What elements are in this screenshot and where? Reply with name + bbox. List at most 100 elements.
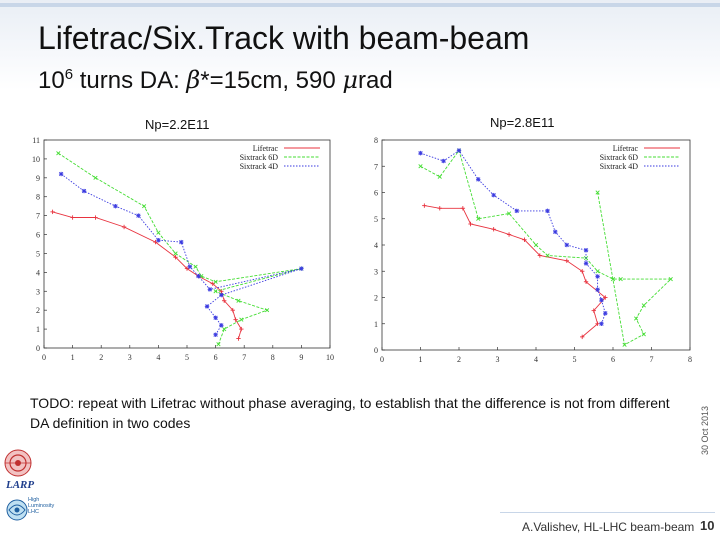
data-point <box>564 242 569 248</box>
y-tick-label: 0 <box>36 344 40 353</box>
subtitle-beta: β <box>186 66 201 94</box>
data-point <box>583 248 589 253</box>
data-point <box>595 274 600 279</box>
page-number: 10 <box>700 518 715 533</box>
data-point <box>216 342 221 347</box>
legend-label: Lifetrac <box>253 144 279 153</box>
y-tick-label: 7 <box>374 162 378 171</box>
data-point <box>204 304 210 309</box>
data-point <box>213 279 218 284</box>
x-tick-label: 7 <box>650 355 654 364</box>
data-point <box>187 264 193 269</box>
footer-author: A.Valishev, HL-LHC beam-beam <box>522 520 695 534</box>
data-point <box>595 287 600 292</box>
x-tick-label: 1 <box>419 355 423 364</box>
data-point <box>113 203 118 209</box>
legend-label: Sixtrack 4D <box>600 162 639 171</box>
chart-2-title: Np=2.8E11 <box>490 115 555 130</box>
data-point <box>599 321 604 326</box>
data-point <box>476 216 481 221</box>
data-point <box>196 273 201 279</box>
data-point <box>236 336 241 341</box>
data-point <box>595 269 600 274</box>
data-point <box>583 279 589 284</box>
data-point <box>595 321 600 326</box>
data-point <box>418 164 423 169</box>
data-point <box>136 213 141 218</box>
x-tick-label: 0 <box>380 355 384 364</box>
larp-logo-text: LARP <box>6 479 35 491</box>
data-point <box>213 289 218 294</box>
x-tick-label: 3 <box>496 355 500 364</box>
x-tick-label: 5 <box>185 353 189 362</box>
data-point <box>533 242 539 248</box>
y-tick-label: 8 <box>374 136 378 145</box>
y-tick-label: 9 <box>36 174 40 183</box>
y-tick-label: 4 <box>36 268 40 277</box>
data-point <box>219 292 224 298</box>
series-line-sixtrack-6d <box>58 152 302 345</box>
data-point <box>595 190 600 195</box>
chart-1-title: Np=2.2E11 <box>145 117 210 132</box>
data-point <box>299 266 304 271</box>
data-point <box>641 303 646 308</box>
data-point <box>618 277 623 282</box>
x-tick-label: 4 <box>534 355 538 364</box>
data-point <box>236 298 241 303</box>
data-point <box>437 174 442 179</box>
subtitle-exponent: 6 <box>64 66 74 83</box>
data-point <box>622 342 627 347</box>
data-point <box>599 297 604 303</box>
data-point <box>418 150 423 156</box>
data-point <box>156 230 161 235</box>
data-point <box>668 277 673 282</box>
data-point <box>591 308 596 313</box>
y-tick-label: 2 <box>36 306 40 315</box>
legend-label: Sixtrack 4D <box>240 162 279 171</box>
y-tick-label: 10 <box>32 155 40 164</box>
data-point <box>173 255 178 260</box>
data-point <box>580 269 585 274</box>
data-point <box>514 208 519 214</box>
data-point <box>219 289 224 294</box>
data-point <box>156 238 161 243</box>
slide-date: 30 Oct 2013 <box>700 405 710 455</box>
subtitle-tail: *=15cm, 590 <box>200 67 343 94</box>
data-point <box>641 332 646 337</box>
data-point <box>264 308 270 313</box>
data-point <box>476 177 481 182</box>
x-tick-label: 8 <box>271 353 275 362</box>
x-tick-label: 9 <box>299 353 303 362</box>
chart-1-frame <box>43 139 331 349</box>
series-line-sixtrack-6d <box>420 149 672 346</box>
data-point <box>522 237 527 242</box>
data-point <box>173 251 178 256</box>
data-point <box>50 209 55 215</box>
x-tick-label: 6 <box>214 353 218 362</box>
hl-lhc-logo-text: High Luminosity LHC <box>28 497 55 515</box>
y-tick-label: 11 <box>32 136 40 145</box>
data-point <box>213 332 218 337</box>
data-point <box>233 317 238 322</box>
x-tick-label: 5 <box>573 355 577 364</box>
x-tick-label: 3 <box>128 353 132 362</box>
data-point <box>545 253 550 258</box>
series-line-sixtrack-4d <box>60 173 302 336</box>
data-point <box>456 148 462 153</box>
data-point <box>213 315 218 320</box>
data-point <box>491 227 496 232</box>
data-point <box>179 239 184 245</box>
hl-lhc-logo-icon <box>6 499 28 521</box>
data-point <box>121 224 127 230</box>
y-tick-label: 6 <box>36 231 40 240</box>
x-tick-label: 6 <box>611 355 615 364</box>
data-point <box>506 232 512 237</box>
data-point <box>141 204 147 209</box>
slide-subtitle: 106 turns DA: β*=15cm, 590 μrad <box>38 66 393 95</box>
x-tick-label: 10 <box>326 353 334 362</box>
y-tick-label: 3 <box>374 267 378 276</box>
data-point <box>222 326 227 332</box>
x-tick-label: 2 <box>457 355 461 364</box>
data-point <box>219 323 224 328</box>
data-point <box>58 171 64 177</box>
